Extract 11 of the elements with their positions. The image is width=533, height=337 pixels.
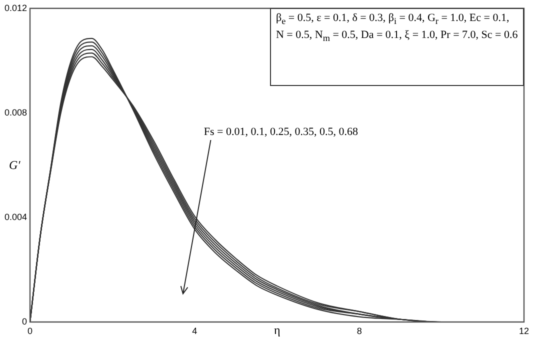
x-tick-label: 12	[518, 326, 529, 336]
x-tick-label: 4	[192, 326, 198, 336]
y-tick-label: 0	[22, 316, 27, 326]
y-tick-label: 0.004	[4, 212, 27, 222]
x-axis-title: η	[274, 323, 280, 337]
y-tick-label: 0.008	[4, 107, 27, 118]
x-tick-label: 8	[356, 326, 362, 336]
annotation: Fs = 0.01, 0.1, 0.25, 0.35, 0.5, 0.68	[204, 126, 358, 138]
y-tick-label: 0.012	[4, 2, 27, 13]
note-box: β$_{e}$ = 0.5, ε = 0.1, δ = 0.3, β$_{i}$ = 0.4, G$_{r}$ = 1.0, Ec = 0.1, N = 0.5, N$_{m}$ = 0.5, Da = 0.1, ξ = 1.0, Pr = 7.0, Sc = 0.6	[270, 8, 524, 86]
y-axis-title: G′	[9, 158, 20, 173]
